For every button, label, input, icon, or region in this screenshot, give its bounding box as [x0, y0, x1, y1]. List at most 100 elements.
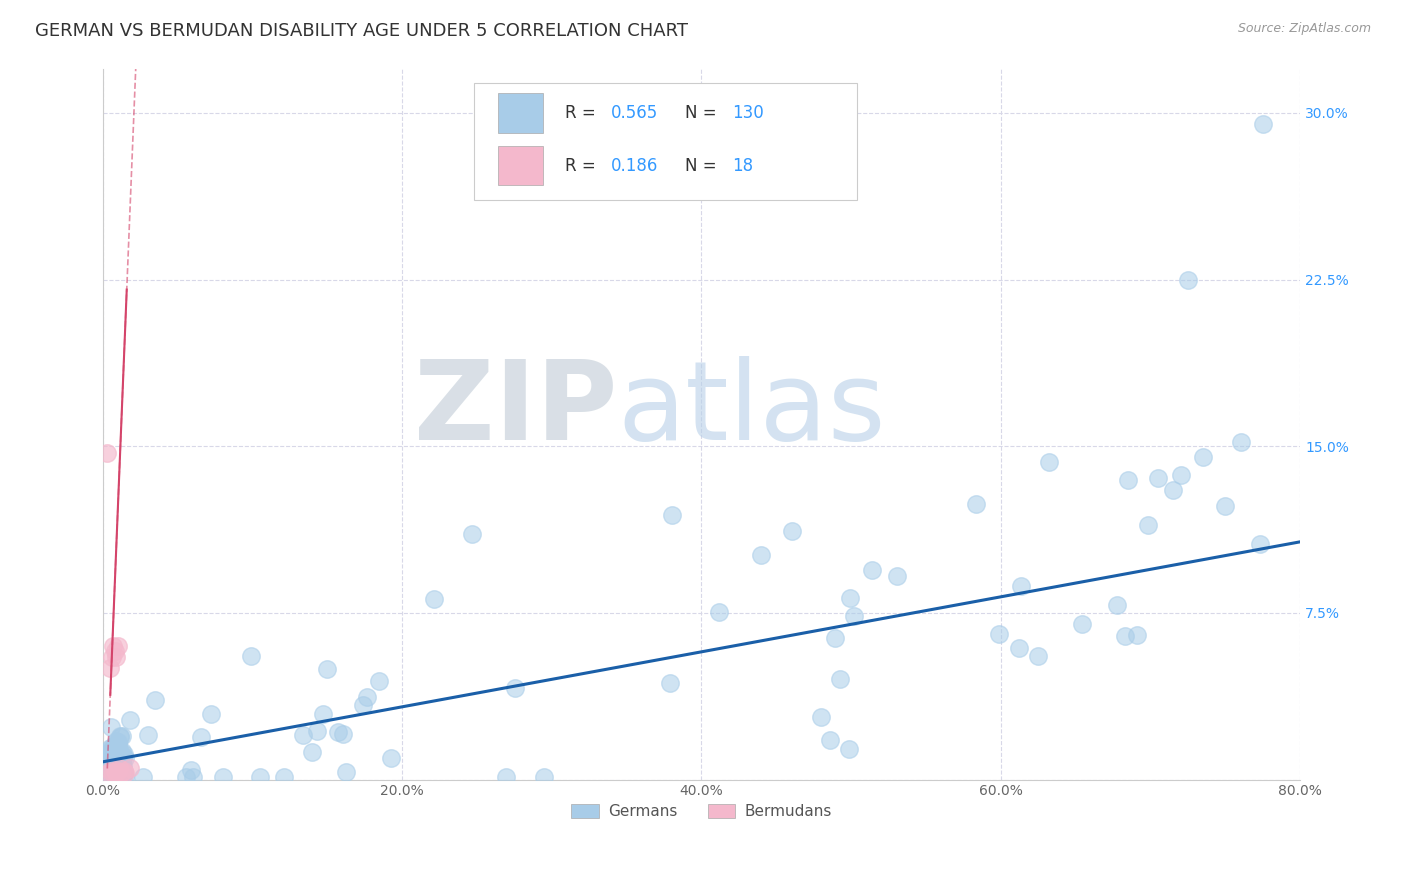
Point: [100, 740, 122, 755]
Point: [110, 760, 132, 774]
Point: [367, 673, 389, 688]
Point: [112, 748, 135, 763]
Point: [105, 766, 128, 780]
Point: [174, 771, 197, 785]
Point: [105, 752, 128, 766]
Point: [98, 767, 121, 781]
Text: 130: 130: [733, 104, 765, 122]
Point: [844, 609, 866, 624]
Point: [1177, 272, 1199, 286]
Point: [101, 746, 124, 760]
Point: [100, 742, 122, 756]
Point: [111, 755, 134, 769]
Point: [103, 640, 125, 654]
Point: [1026, 649, 1049, 664]
Point: [107, 761, 129, 775]
Point: [98, 753, 121, 767]
FancyBboxPatch shape: [474, 83, 858, 200]
Point: [105, 748, 128, 763]
Point: [1105, 598, 1128, 612]
Text: ZIP: ZIP: [415, 356, 617, 463]
Point: [98, 759, 121, 773]
Point: [110, 763, 132, 777]
Text: 0.565: 0.565: [610, 104, 658, 122]
Point: [1010, 579, 1032, 593]
Point: [380, 751, 402, 765]
Point: [110, 744, 132, 758]
Point: [112, 764, 135, 779]
Point: [460, 527, 482, 541]
Point: [1230, 435, 1253, 450]
Point: [200, 707, 222, 722]
Point: [104, 739, 127, 753]
Point: [1249, 537, 1271, 551]
Point: [659, 676, 682, 690]
Point: [332, 727, 354, 741]
Point: [132, 771, 155, 785]
Point: [780, 524, 803, 538]
Point: [105, 650, 128, 665]
Point: [111, 766, 134, 780]
Point: [108, 762, 131, 776]
Point: [104, 738, 127, 752]
Legend: Germans, Bermudans: Germans, Bermudans: [565, 798, 838, 825]
Point: [108, 748, 131, 763]
Point: [118, 762, 141, 776]
Point: [100, 720, 122, 734]
Point: [103, 752, 125, 766]
Text: Source: ZipAtlas.com: Source: ZipAtlas.com: [1237, 22, 1371, 36]
Point: [107, 756, 129, 770]
Point: [101, 650, 124, 665]
Point: [110, 766, 132, 780]
Point: [315, 662, 337, 676]
Point: [312, 706, 335, 721]
Point: [114, 751, 136, 765]
Text: GERMAN VS BERMUDAN DISABILITY AGE UNDER 5 CORRELATION CHART: GERMAN VS BERMUDAN DISABILITY AGE UNDER …: [35, 22, 688, 40]
Point: [112, 759, 135, 773]
Point: [104, 771, 127, 785]
Point: [100, 753, 122, 767]
Point: [111, 756, 134, 770]
Point: [886, 568, 908, 582]
Point: [212, 771, 235, 785]
Point: [1116, 473, 1139, 487]
Point: [838, 591, 860, 605]
Point: [291, 728, 314, 742]
Point: [249, 771, 271, 785]
Text: N =: N =: [685, 157, 721, 175]
Point: [112, 764, 135, 778]
Text: R =: R =: [565, 104, 600, 122]
Point: [965, 497, 987, 511]
Point: [98, 661, 121, 675]
Point: [1008, 640, 1031, 655]
Point: [661, 508, 683, 523]
Text: 18: 18: [733, 157, 754, 175]
Point: [98, 747, 121, 761]
Point: [107, 764, 129, 778]
Point: [104, 737, 127, 751]
Point: [860, 563, 883, 577]
Point: [1070, 617, 1092, 632]
Text: N =: N =: [685, 104, 721, 122]
Point: [1191, 450, 1213, 465]
Point: [352, 698, 374, 712]
Point: [423, 591, 446, 606]
Point: [100, 771, 122, 785]
Point: [107, 767, 129, 781]
Point: [104, 739, 127, 754]
FancyBboxPatch shape: [498, 146, 543, 186]
Point: [111, 729, 134, 743]
Point: [100, 753, 122, 767]
Point: [103, 755, 125, 769]
Point: [101, 762, 124, 776]
Point: [108, 730, 131, 744]
Point: [987, 626, 1010, 640]
Point: [818, 732, 841, 747]
Point: [105, 735, 128, 749]
Point: [98, 750, 121, 764]
Point: [97, 766, 120, 780]
Point: [107, 738, 129, 752]
Text: atlas: atlas: [617, 356, 886, 463]
Point: [1147, 471, 1170, 485]
Point: [1170, 467, 1192, 482]
